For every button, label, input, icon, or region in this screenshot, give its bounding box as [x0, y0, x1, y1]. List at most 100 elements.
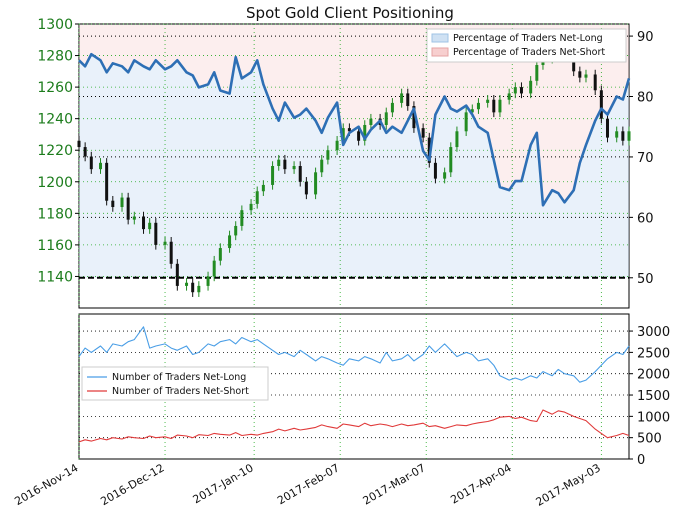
- price-tick-label: 1140: [37, 269, 73, 285]
- top-legend-box: [426, 28, 627, 63]
- percent-tick-label: 60: [637, 211, 654, 226]
- percent-tick-label: 50: [637, 272, 654, 287]
- legend-swatch-net-short: [431, 47, 449, 57]
- legend-label-count-short: Number of Traders Net-Short: [112, 386, 249, 397]
- gold-candle-body: [347, 128, 351, 132]
- count-tick-label: 1000: [637, 410, 670, 425]
- x-tick-label: 2017-May-03: [534, 461, 603, 509]
- gold-candle-body: [427, 137, 431, 163]
- x-tick-label: 2016-Nov-14: [12, 461, 80, 508]
- gold-candle-body: [228, 235, 232, 249]
- gold-candle-body: [255, 191, 259, 204]
- gold-candle-body: [513, 87, 517, 94]
- top-legend: Percentage of Traders Net-Long Percentag…: [426, 28, 627, 63]
- gold-candle-body: [212, 260, 216, 277]
- gold-candle-body: [363, 124, 367, 141]
- gold-candle-body: [163, 241, 167, 245]
- count-tick-label: 3000: [637, 325, 670, 340]
- count-net-long-line: [78, 326, 630, 383]
- gold-candle-body: [154, 222, 158, 245]
- gold-candle-body: [535, 65, 539, 81]
- legend-label-net-short: Percentage of Traders Net-Short: [453, 47, 605, 58]
- count-tick-label: 500: [637, 432, 662, 447]
- gold-candle-body: [443, 172, 447, 179]
- price-tick-label: 1300: [37, 17, 73, 33]
- legend-label-net-long: Percentage of Traders Net-Long: [453, 33, 603, 44]
- net-long-area: [79, 54, 629, 278]
- gold-candle-body: [206, 276, 210, 286]
- percent-tick-label: 90: [637, 30, 654, 45]
- count-tick-label: 2000: [637, 368, 670, 383]
- gold-candle-body: [175, 263, 179, 286]
- gold-candle-body: [627, 131, 631, 141]
- percent-net-long-line: [78, 52, 631, 207]
- gold-candle-body: [148, 222, 152, 230]
- gold-candle-body: [464, 112, 468, 132]
- gold-candle-body: [261, 184, 265, 192]
- x-tick-label: 2017-Jan-10: [191, 461, 256, 506]
- gold-candle-body: [111, 200, 115, 208]
- gold-candle-body: [400, 93, 404, 103]
- x-axis-ticks: 2016-Nov-14 2016-Dec-12 2017-Jan-10 2017-Fe…: [12, 461, 602, 509]
- x-tick-label: 2017-Feb-07: [275, 461, 342, 507]
- bottom-legend: Number of Traders Net-Long Number of Tra…: [81, 366, 269, 401]
- gold-candle-body: [335, 140, 339, 151]
- gold-candle-body: [240, 210, 244, 226]
- gold-candle-body: [519, 87, 523, 94]
- gold-candle-body: [433, 162, 437, 179]
- gold-candle-body: [341, 128, 345, 141]
- gold-candle-body: [169, 241, 173, 264]
- legend-label-count-long: Number of Traders Net-Long: [112, 372, 246, 383]
- price-tick-label: 1180: [37, 206, 73, 222]
- gold-candle-body: [421, 128, 425, 138]
- gold-candle-body: [390, 102, 394, 113]
- gold-candle-body: [455, 131, 459, 148]
- gold-candle-body: [470, 109, 474, 113]
- gold-candle-body: [369, 118, 373, 125]
- gold-candle-body: [142, 216, 146, 230]
- net-short-area: [79, 25, 629, 206]
- gold-candle-body: [298, 166, 302, 182]
- gold-candle-body: [326, 150, 330, 160]
- gold-candle-body: [277, 159, 281, 166]
- legend-swatch-net-long: [431, 33, 449, 43]
- gold-candle-body: [120, 197, 124, 208]
- gold-candle-body: [185, 282, 189, 286]
- gold-candle-body: [304, 181, 308, 195]
- gold-candle-body: [89, 156, 93, 170]
- gold-candle-body: [486, 99, 490, 103]
- gold-candle-body: [83, 147, 87, 157]
- gold-candle-body: [605, 118, 609, 138]
- gold-candle-body: [77, 140, 81, 148]
- gold-candle-body: [584, 74, 588, 78]
- price-tick-label: 1280: [37, 49, 73, 65]
- gold-candle-body: [132, 216, 136, 220]
- gold-candle-body: [599, 90, 603, 119]
- gold-candle-body: [99, 162, 103, 170]
- count-tick-label: 1500: [637, 389, 670, 404]
- chart-title: Spot Gold Client Positioning: [246, 4, 454, 22]
- gold-candle-body: [197, 285, 201, 293]
- gold-candle-body: [283, 159, 287, 170]
- gold-candle-body: [615, 131, 619, 138]
- gold-candle-body: [126, 197, 130, 220]
- percent-tick-label: 80: [637, 91, 654, 106]
- gold-candle-body: [529, 80, 533, 94]
- price-tick-label: 1220: [37, 143, 73, 159]
- bottom-legend-box: [81, 366, 269, 401]
- gold-candle-body: [498, 99, 502, 113]
- gold-candle-body: [191, 282, 195, 293]
- gold-candle-body: [412, 106, 416, 129]
- gold-candle-body: [320, 159, 324, 173]
- count-net-short-line: [78, 409, 630, 443]
- x-tick-label: 2017-Mar-07: [361, 461, 428, 507]
- gold-candle-body: [357, 131, 361, 141]
- price-tick-label: 1200: [37, 175, 73, 191]
- gold-candle-body: [449, 147, 453, 173]
- x-tick-label: 2016-Dec-12: [98, 461, 166, 508]
- count-tick-label: 2500: [637, 346, 670, 361]
- gold-candle-body: [621, 131, 625, 141]
- gold-candle-body: [249, 203, 253, 211]
- gold-candle-body: [593, 74, 597, 91]
